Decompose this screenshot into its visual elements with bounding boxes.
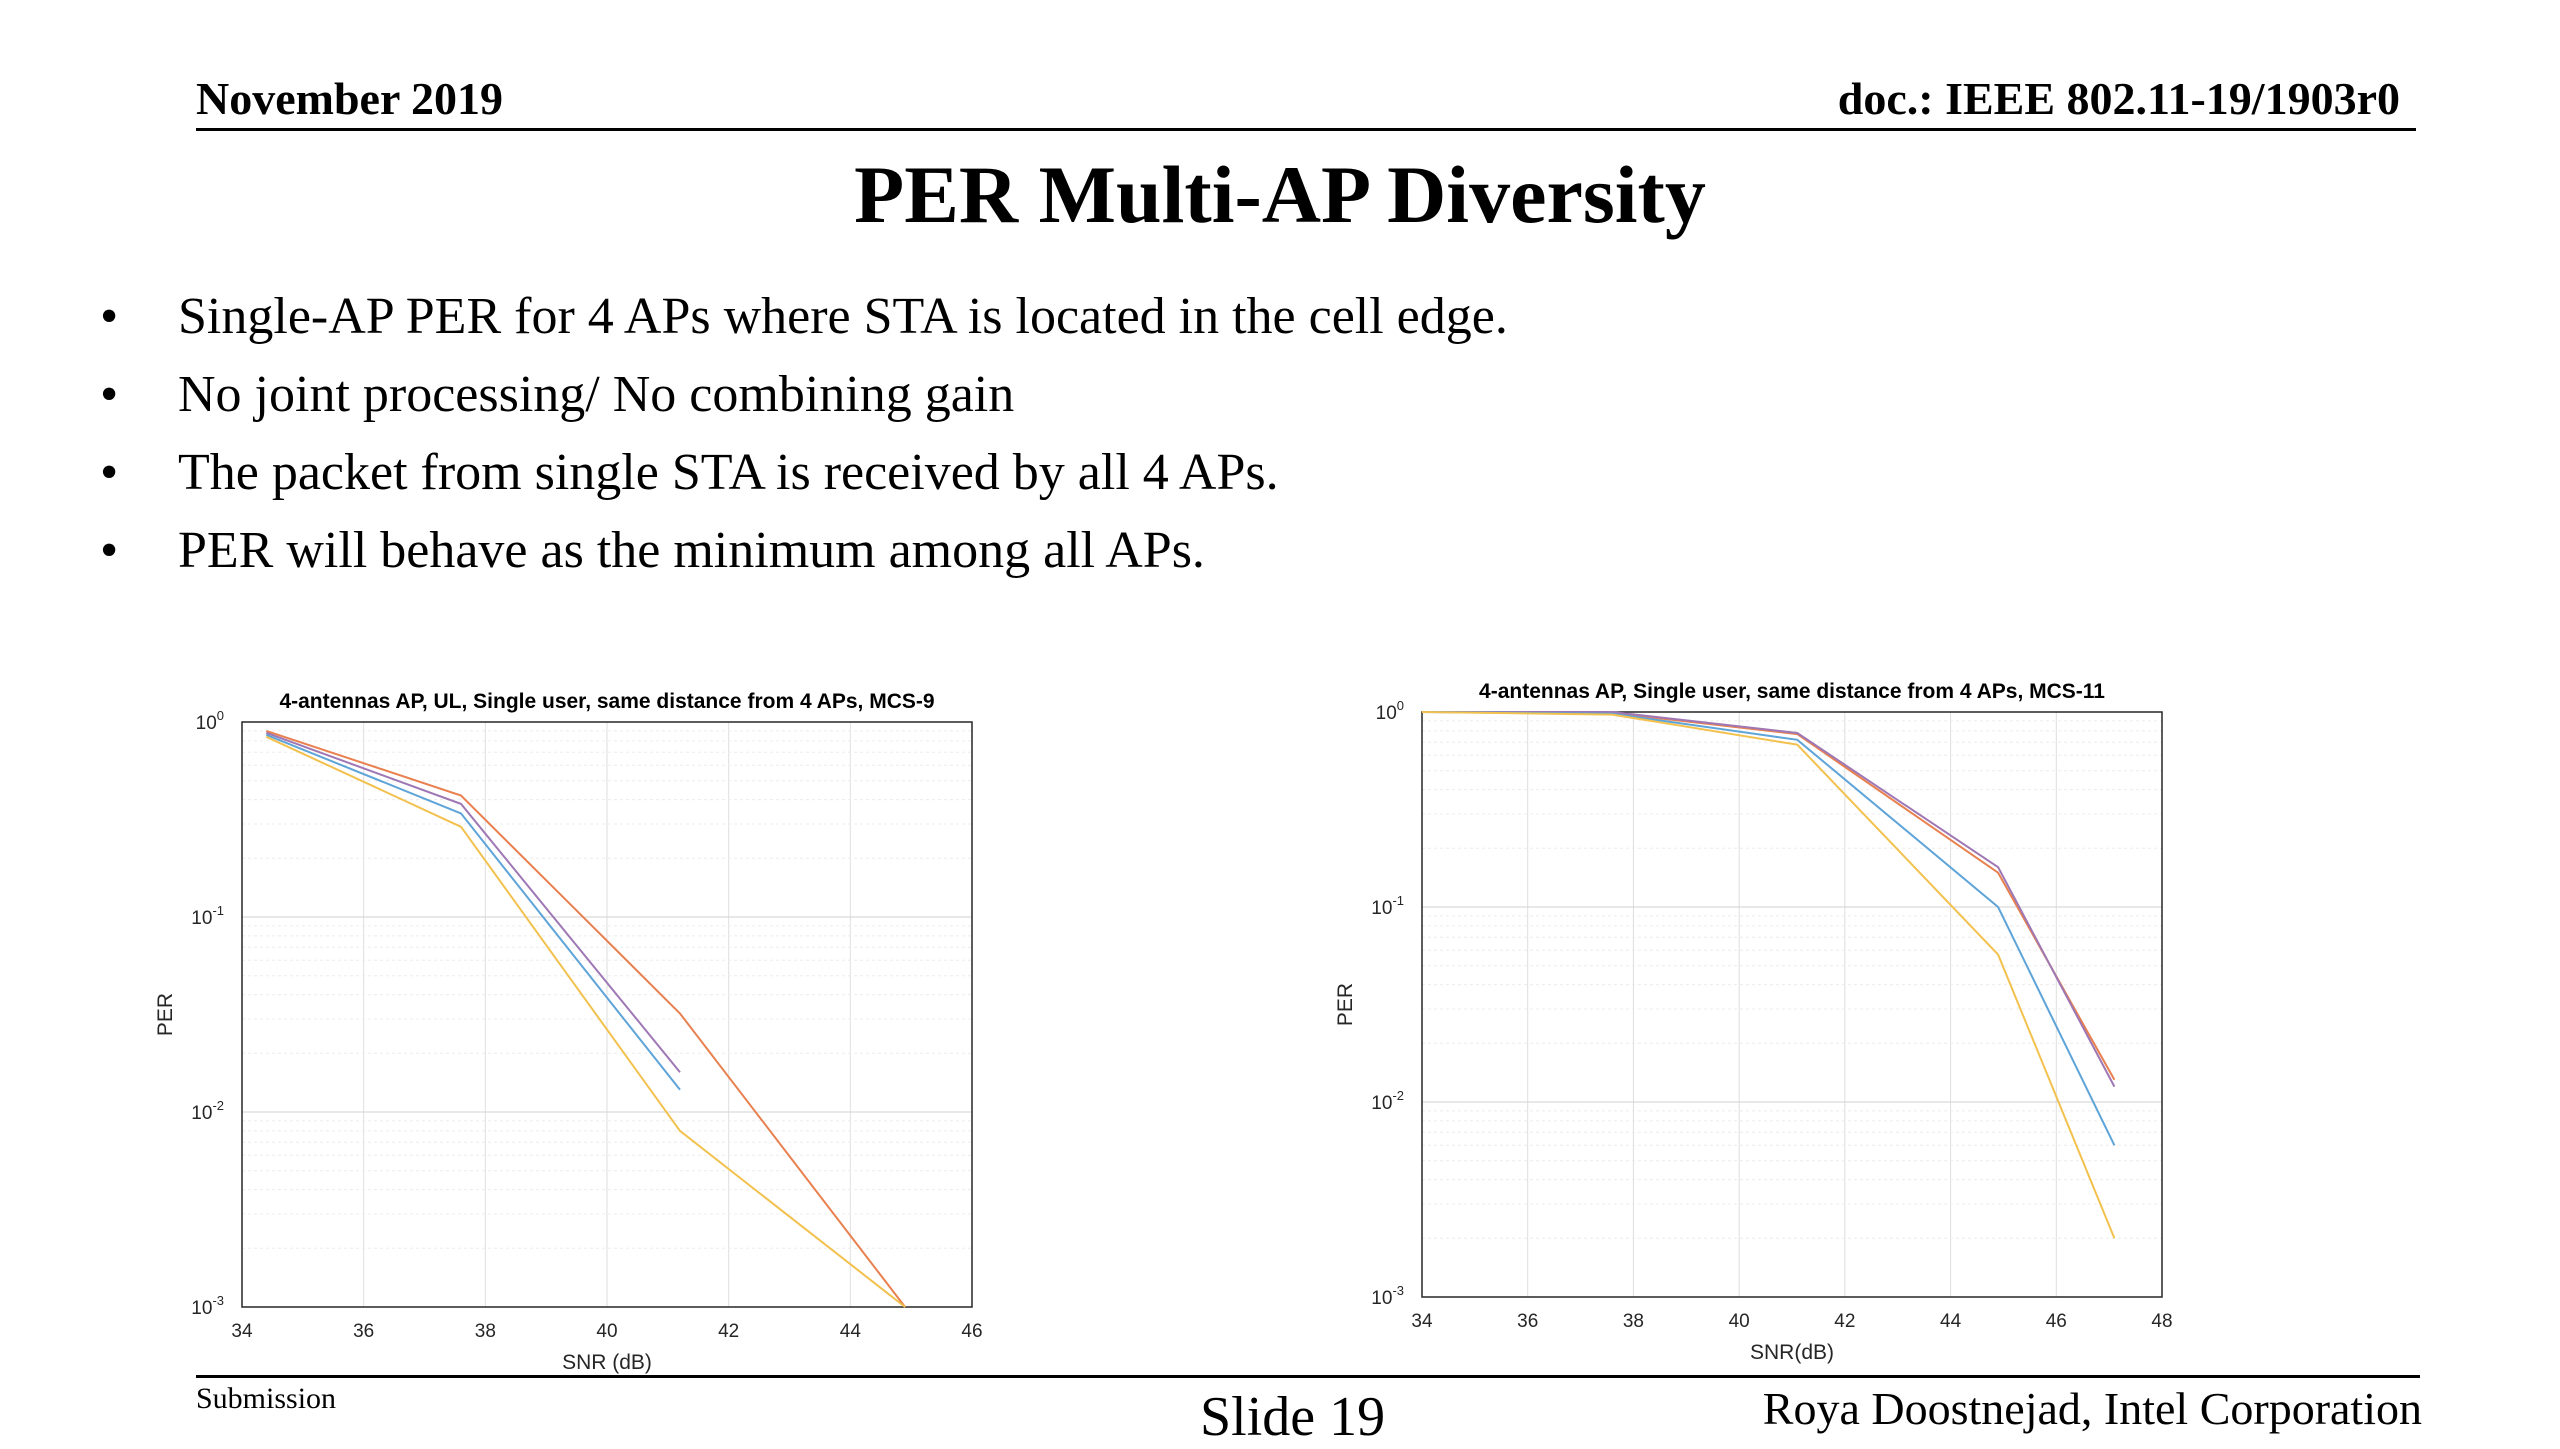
bullet-marker: • <box>100 444 119 501</box>
bullet-marker: • <box>100 288 119 345</box>
series-line <box>265 731 681 1073</box>
x-tick-label: 38 <box>1623 1311 1644 1332</box>
x-tick-label: 42 <box>718 1321 739 1342</box>
chart-mcs11: 34 36 38 40 42 44 46 48 100 10-1 10-2 10-3 4-antenna… <box>1334 680 2173 1364</box>
bullet-item: • Single-AP PER for 4 APs where STA is lo… <box>100 278 1508 356</box>
footer-author: Roya Doostnejad, Intel Corporation <box>1762 1383 2422 1434</box>
y-tick-label: 10-3 <box>1371 1283 1404 1309</box>
header-rule <box>196 128 2416 131</box>
bullet-text: The packet from single STA is received b… <box>178 444 1279 501</box>
series-line <box>265 733 681 1091</box>
footer-slide-number: Slide 19 <box>1200 1386 1386 1448</box>
bullet-item: • PER will behave as the minimum among al… <box>100 512 1508 590</box>
footer-rule <box>196 1375 2420 1378</box>
footer-submission: Submission <box>196 1382 337 1415</box>
y-tick-label: 100 <box>1376 698 1404 724</box>
chart-title: 4-antennas AP, Single user, same distanc… <box>1479 680 2105 703</box>
x-tick-label: 48 <box>2151 1311 2172 1332</box>
bullet-marker: • <box>100 522 119 579</box>
series-line <box>1421 711 2116 1239</box>
series-line <box>265 735 906 1308</box>
x-tick-label: 40 <box>1729 1311 1750 1332</box>
y-axis-label: PER <box>154 993 177 1036</box>
series-line <box>1421 711 2116 1146</box>
x-axis-label: SNR (dB) <box>562 1351 652 1374</box>
x-tick-label: 46 <box>961 1321 982 1342</box>
series-line <box>265 729 906 1308</box>
x-tick-label: 42 <box>1834 1311 1855 1332</box>
chart-mcs9: 34 36 38 40 42 44 46 100 10-1 10-2 10-3 4-antennas … <box>154 690 983 1374</box>
bullet-item: • The packet from single STA is received … <box>100 434 1508 512</box>
x-tick-label: 44 <box>840 1321 862 1342</box>
x-tick-label: 36 <box>1517 1311 1538 1332</box>
x-axis-label: SNR(dB) <box>1750 1341 1834 1364</box>
series-line <box>1422 711 2116 1088</box>
x-tick-label: 34 <box>231 1321 253 1342</box>
x-tick-label: 44 <box>1940 1311 1962 1332</box>
header-doc-id: doc.: IEEE 802.11-19/1903r0 <box>1837 73 2400 124</box>
x-tick-label: 40 <box>596 1321 617 1342</box>
bullet-text: No joint processing/ No combining gain <box>178 366 1015 423</box>
x-tick-label: 34 <box>1411 1311 1433 1332</box>
bullet-item: • No joint processing/ No combining gain <box>100 356 1508 434</box>
y-tick-label: 10-3 <box>191 1293 224 1319</box>
bullet-text: Single-AP PER for 4 APs where STA is loc… <box>178 288 1508 345</box>
y-tick-label: 10-1 <box>191 903 224 929</box>
chart-title: 4-antennas AP, UL, Single user, same dis… <box>279 690 934 713</box>
y-axis-label: PER <box>1334 983 1357 1026</box>
slide-title: PER Multi-AP Diversity <box>854 149 1706 240</box>
y-tick-label: 10-2 <box>1371 1088 1404 1114</box>
x-tick-label: 46 <box>2046 1311 2067 1332</box>
x-tick-label: 38 <box>475 1321 496 1342</box>
bullet-text: PER will behave as the minimum among all… <box>178 522 1205 579</box>
bullet-marker: • <box>100 366 119 423</box>
x-tick-label: 36 <box>353 1321 374 1342</box>
plot-area <box>1421 711 2163 1298</box>
y-tick-label: 10-1 <box>1371 893 1404 919</box>
header-date: November 2019 <box>196 73 504 124</box>
plot-area <box>241 721 973 1308</box>
y-tick-label: 10-2 <box>191 1098 224 1124</box>
y-tick-label: 100 <box>196 708 224 734</box>
bullet-list: • Single-AP PER for 4 APs where STA is lo… <box>100 278 1508 590</box>
series-line <box>1421 711 2116 1081</box>
